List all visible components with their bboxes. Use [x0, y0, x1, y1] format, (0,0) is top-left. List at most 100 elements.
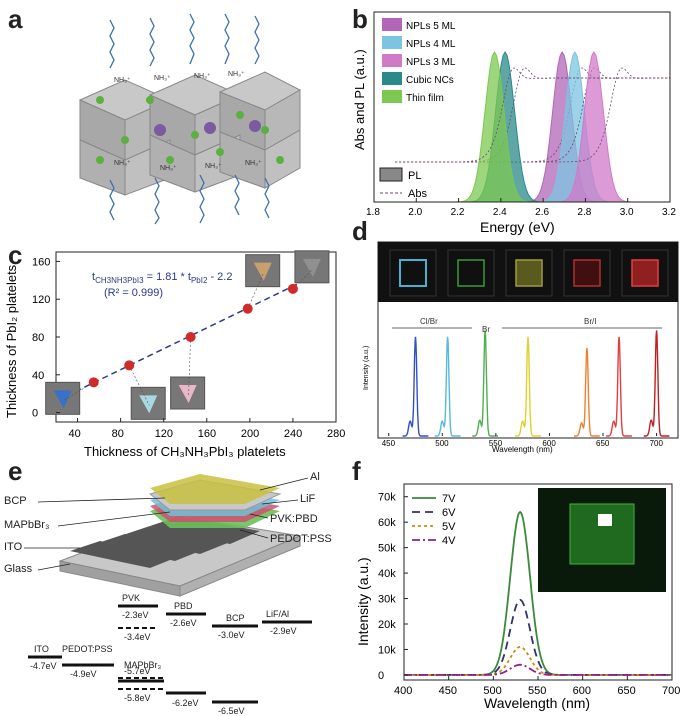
- fit-equation: tCH3NH3PbI3 = 1.81 * tPbI2 - 2.2: [92, 271, 232, 285]
- x-tick-label: 550: [489, 439, 503, 448]
- x-tick-label: 450: [439, 685, 457, 697]
- panel-label-b: b: [352, 4, 368, 34]
- x-tick-label: 1.8: [366, 207, 380, 218]
- x-tick-label: 650: [596, 439, 610, 448]
- layer-label-ito: ITO: [4, 541, 23, 553]
- layer-label-bcp: BCP: [4, 495, 27, 507]
- layer-label-glass: Glass: [4, 563, 33, 575]
- nh3-label: NH₃⁺: [160, 165, 177, 172]
- region-label-bri: Br/I: [584, 317, 596, 326]
- x-tick-label: 600: [573, 685, 591, 697]
- data-point: [185, 332, 196, 342]
- x-tick-label: 650: [617, 685, 635, 697]
- x-tick-label: 2.2: [451, 207, 465, 218]
- level-value: -5.8eV: [124, 693, 151, 703]
- data-point: [88, 377, 99, 388]
- layer-label-mapbbr3: MAPbBr₃: [4, 519, 49, 531]
- spectrum-peak-540: [472, 330, 498, 437]
- legend-entry: Cubic NCs: [406, 75, 454, 86]
- x-tick-label: 2.6: [535, 207, 549, 218]
- panel-e-device-diagram: BCP MAPbBr₃ ITO Glass Al LiF PVK:PBD PED…: [4, 471, 332, 716]
- nh3-label: NH₃⁺: [245, 160, 262, 167]
- spectrum-peak-505: [434, 336, 461, 437]
- nh3-label: NH₃⁺: [154, 75, 171, 82]
- y-axis-label: Thickness of PbI₂ platelets: [4, 264, 19, 418]
- x-tick-label: 2.0: [408, 207, 422, 218]
- spectrum-peak-700: [643, 330, 670, 437]
- x-axis-label: Energy (eV): [480, 219, 555, 235]
- x-tick-label: 700: [650, 439, 664, 448]
- spectrum-peak-580: [515, 336, 541, 437]
- platelet-shape: [253, 262, 272, 281]
- device-stack: [58, 474, 302, 597]
- series-line-5v: [404, 645, 672, 676]
- spectrum-peak-635: [574, 347, 600, 437]
- level-value: -2.6eV: [170, 618, 197, 628]
- x-tick-label: 3.2: [662, 207, 676, 218]
- layer-label-pvkpbd: PVK:PBD: [270, 513, 318, 525]
- panel-label-f: f: [352, 456, 361, 486]
- data-point: [287, 283, 298, 294]
- thumbnail-leader: [247, 272, 264, 309]
- x-axis-label: Wavelength (nm): [484, 695, 590, 711]
- abs-curve-thin-film: [395, 67, 670, 163]
- panel-c-chart: 40 80 120 160 200 240 280 0 40 80 120 160 tCH3NH3Pb…: [4, 250, 345, 459]
- x-tick-label: 200: [241, 428, 259, 440]
- spectrum-peak-475: [402, 336, 429, 437]
- level-value: -6.2eV: [172, 698, 199, 708]
- legend-swatch-pl: [379, 167, 403, 182]
- nh3-label: NH₃⁺: [228, 71, 245, 78]
- nh3-label: NH₃⁺: [194, 73, 211, 80]
- x-tick-label: 3.0: [620, 207, 634, 218]
- nh3-label: NH₃⁺: [114, 77, 131, 84]
- y-axis-label: Intensity (a.u.): [355, 557, 371, 646]
- y-tick-label: 40: [32, 370, 44, 382]
- x-tick-label: 500: [435, 439, 449, 448]
- x-tick-label: 280: [327, 428, 345, 440]
- level-value: -3.4eV: [124, 632, 151, 642]
- thumbnail-leader: [128, 365, 150, 406]
- data-point: [124, 360, 135, 371]
- legend-entry: NPLs 3 ML: [406, 57, 456, 68]
- x-axis-label: Wavelength (nm): [492, 445, 553, 454]
- plot-frame: [373, 11, 671, 203]
- r-squared: (R² = 0.999): [104, 287, 163, 299]
- x-tick-label: 160: [198, 428, 216, 440]
- level-name-ito: ITO: [34, 644, 49, 654]
- panel-f-chart: 400 450 500 550 600 650 700 0 10k 20k 30k 40k 50k 60k…: [355, 483, 680, 711]
- legend-entry-abs: Abs: [408, 188, 427, 200]
- panel-d-chart: 450 500 550 600 650 700 Cl/Br Br Br/I Wavelen…: [363, 241, 679, 454]
- legend-entry: 4V: [442, 535, 456, 547]
- atoms: [96, 96, 284, 164]
- y-axis-label: Intensity (a.u.): [363, 346, 370, 390]
- x-tick-label: 450: [382, 439, 396, 448]
- y-tick-label: 80: [32, 332, 44, 344]
- y-tick-label: 160: [32, 256, 50, 268]
- legend-swatch: [382, 90, 402, 103]
- perovskite-structure-diagram: NH₃⁺ NH₃⁺ NH₃⁺ NH₃⁺ NH₃⁺ NH₃⁺ NH₃⁺ NH₃⁺: [78, 13, 302, 225]
- level-name-mapbbr3: MAPbBr₃: [124, 660, 162, 670]
- region-label-br: Br: [482, 325, 490, 334]
- y-tick-label: 120: [32, 294, 50, 306]
- ligand-chains-bottom: [109, 174, 270, 225]
- x-tick-label: 40: [69, 428, 81, 440]
- level-value: -6.5eV: [218, 706, 245, 716]
- x-tick-label: 400: [394, 685, 412, 697]
- y-tick-label: 70k: [378, 492, 396, 504]
- legend-entry-pl: PL: [408, 170, 421, 182]
- ligand-chains-top: [109, 13, 260, 69]
- level-value: -4.9eV: [70, 669, 97, 679]
- layer-label-pedotpss: PEDOT:PSS: [270, 533, 332, 545]
- level-name-pvk: PVK: [122, 593, 140, 603]
- octahedra-layer: [78, 71, 302, 196]
- level-value: -2.3eV: [122, 610, 149, 620]
- y-tick-label: 30k: [378, 594, 396, 606]
- legend-swatch: [382, 72, 402, 85]
- x-tick-label: 2.4: [493, 207, 507, 218]
- y-tick-label: 60k: [378, 517, 396, 529]
- panel-label-e: e: [8, 456, 23, 486]
- legend-entry: 7V: [442, 493, 456, 505]
- legend-entry: Thin film: [406, 93, 444, 104]
- x-tick-label: 80: [112, 428, 124, 440]
- legend-entry: 6V: [442, 507, 456, 519]
